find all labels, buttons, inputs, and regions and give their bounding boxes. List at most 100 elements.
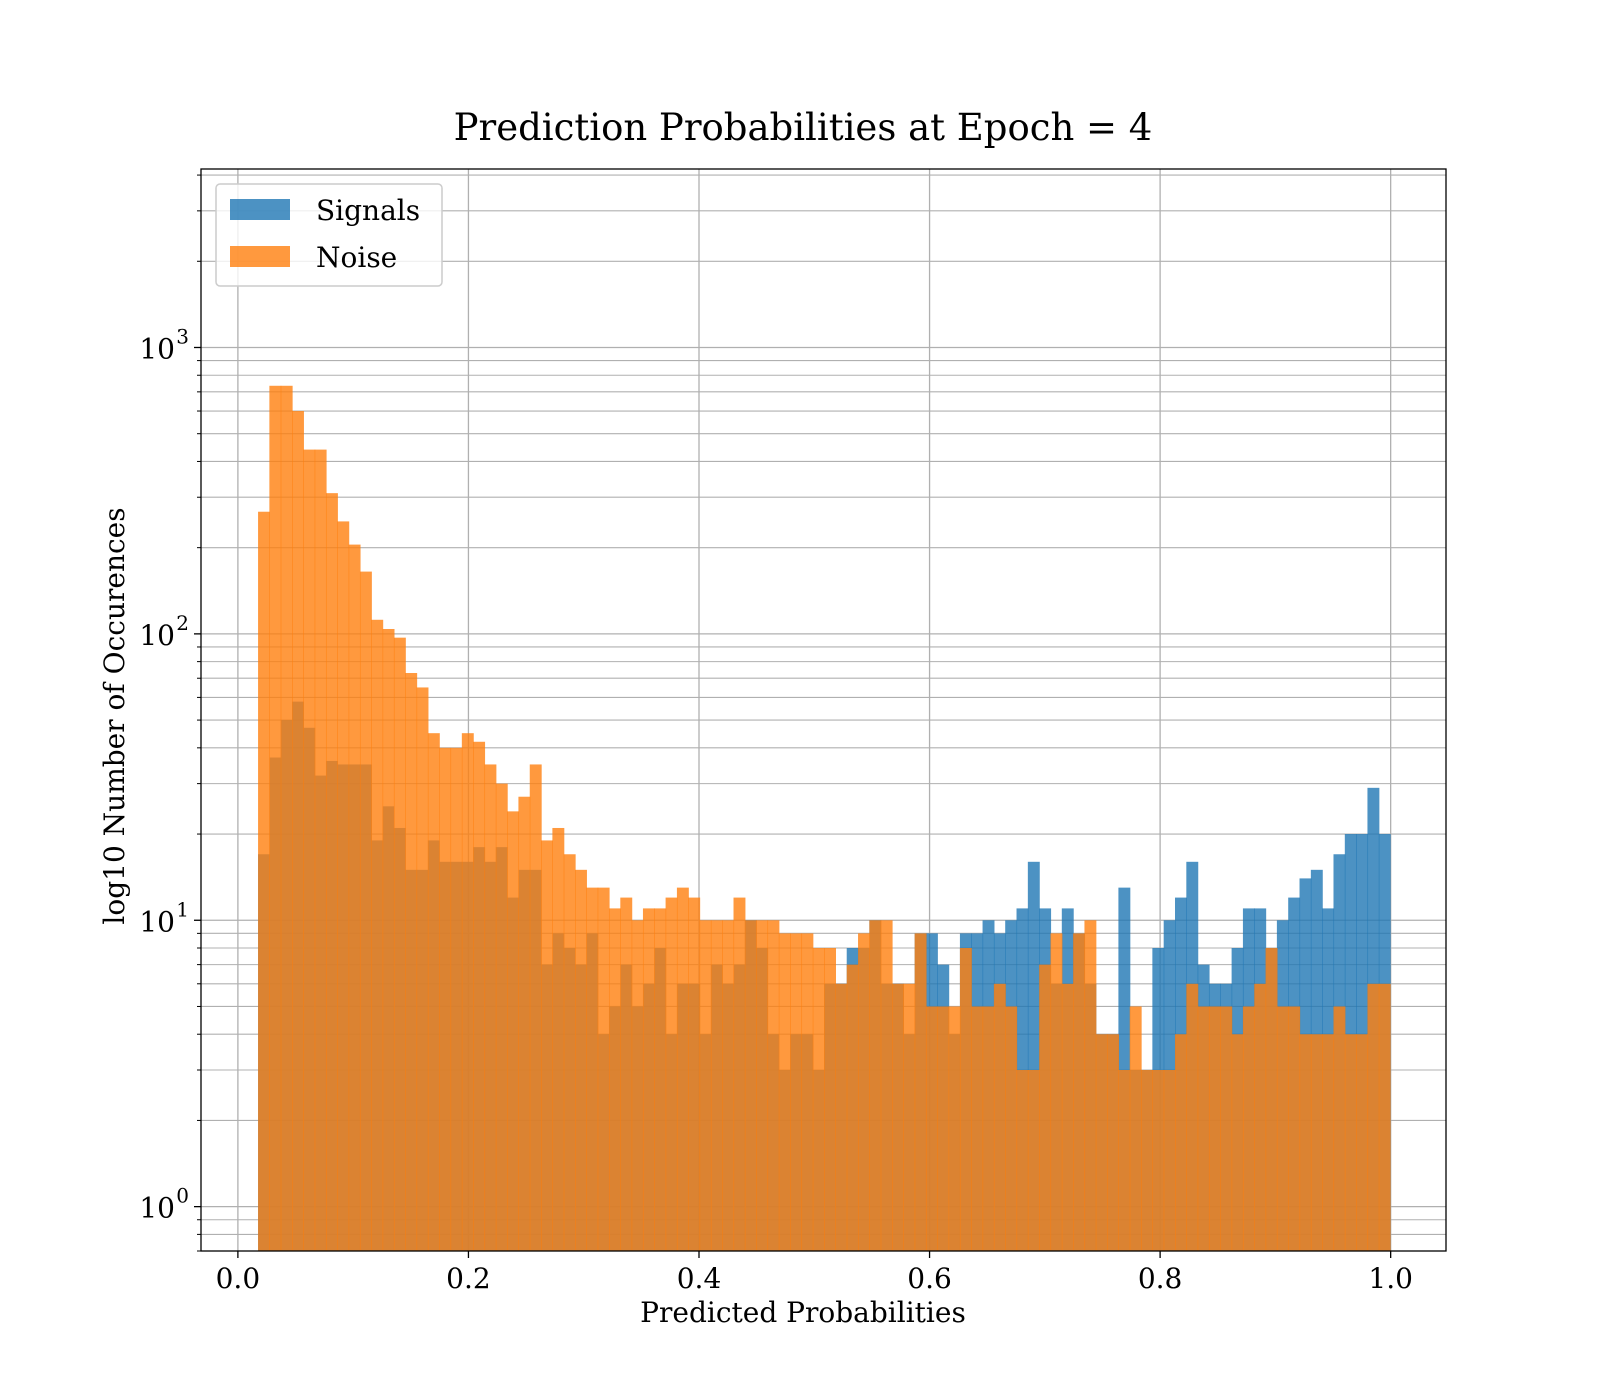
noise-bar xyxy=(756,920,769,1251)
noise-bar xyxy=(835,983,848,1251)
noise-bar xyxy=(541,840,553,1251)
noise-bar xyxy=(959,948,972,1251)
noise-bar xyxy=(1129,1006,1142,1251)
x-tick-label: 0.0 xyxy=(216,1262,261,1295)
noise-bar xyxy=(925,1006,938,1251)
noise-bar xyxy=(812,948,825,1251)
noise-bar xyxy=(914,933,927,1251)
y-tick-exponent: 0 xyxy=(176,1184,189,1208)
noise-bar xyxy=(1254,983,1267,1251)
noise-bar xyxy=(858,933,870,1251)
noise-bar xyxy=(948,1006,961,1251)
legend-swatch-noise xyxy=(230,246,290,267)
noise-bar xyxy=(1299,1034,1312,1251)
noise-bar xyxy=(880,920,893,1251)
noise-bar xyxy=(733,897,746,1251)
y-tick-label: 10 xyxy=(139,1192,175,1225)
y-tick-exponent: 1 xyxy=(176,897,189,921)
noise-bar xyxy=(518,796,531,1251)
noise-bar xyxy=(722,920,735,1251)
noise-bar xyxy=(359,571,372,1251)
noise-bar xyxy=(1141,1069,1153,1251)
x-axis-label: Predicted Probabilities xyxy=(640,1296,966,1329)
noise-bar xyxy=(371,619,384,1251)
noise-bar xyxy=(778,933,791,1251)
noise-bar xyxy=(1039,964,1052,1251)
noise-bar xyxy=(416,687,429,1251)
noise-bar xyxy=(1333,1006,1346,1251)
noise-bar xyxy=(1242,1006,1255,1251)
axes-frame xyxy=(200,168,1447,1252)
noise-bar xyxy=(1118,1069,1131,1251)
signal-bar xyxy=(1118,887,1131,1251)
noise-bar xyxy=(1344,1034,1357,1251)
noise-bar xyxy=(393,637,406,1251)
noise-bar xyxy=(710,920,723,1251)
noise-bar xyxy=(676,887,689,1251)
noise-bar xyxy=(824,948,836,1251)
noise-bar xyxy=(1016,1069,1029,1251)
noise-bar xyxy=(597,887,610,1251)
noise-bar xyxy=(382,628,395,1251)
noise-bar xyxy=(1027,1069,1040,1251)
noise-bar xyxy=(665,897,678,1251)
x-tick-label: 0.6 xyxy=(907,1262,952,1295)
legend-swatch-signals xyxy=(230,199,290,220)
noise-bar xyxy=(507,811,520,1251)
series-noise xyxy=(258,385,1391,1251)
noise-bar xyxy=(1175,1034,1187,1251)
noise-bar xyxy=(1084,920,1097,1251)
noise-bar xyxy=(982,1006,995,1251)
noise-bar xyxy=(314,449,327,1251)
y-tick-label: 10 xyxy=(139,905,175,938)
noise-bar xyxy=(937,1006,950,1251)
signal-bar xyxy=(1027,861,1040,1251)
x-tick-label: 1.0 xyxy=(1368,1262,1413,1295)
noise-bar xyxy=(337,521,350,1251)
noise-bar xyxy=(563,854,576,1251)
noise-bar xyxy=(450,747,463,1251)
noise-bar xyxy=(1073,933,1086,1251)
noise-bar xyxy=(846,964,859,1251)
noise-bar xyxy=(620,897,633,1251)
noise-bar xyxy=(303,449,316,1251)
noise-bar xyxy=(1095,1034,1108,1251)
noise-bar xyxy=(1231,1034,1244,1251)
noise-bar xyxy=(280,385,293,1251)
noise-bar xyxy=(1050,933,1063,1251)
x-tick-label: 0.2 xyxy=(446,1262,491,1295)
noise-bar xyxy=(427,733,440,1251)
noise-bar xyxy=(767,920,780,1251)
noise-bar xyxy=(575,869,587,1251)
noise-bar xyxy=(699,920,712,1251)
noise-bar xyxy=(869,920,882,1251)
noise-bar xyxy=(439,747,452,1251)
noise-bar xyxy=(1356,1034,1369,1251)
noise-bar xyxy=(631,920,644,1251)
noise-bar xyxy=(484,764,497,1251)
y-axis-label: log10 Number of Occurences xyxy=(98,507,131,924)
legend-label-noise: Noise xyxy=(316,241,397,274)
noise-bar xyxy=(971,1006,984,1251)
y-tick-exponent: 3 xyxy=(176,324,189,348)
noise-bar xyxy=(529,764,542,1251)
y-tick-label: 10 xyxy=(139,619,175,652)
noise-bar xyxy=(1005,1006,1018,1251)
noise-bar xyxy=(269,385,282,1251)
noise-bar xyxy=(1367,983,1380,1251)
noise-bar xyxy=(1265,948,1278,1251)
noise-bar xyxy=(744,920,757,1251)
noise-bar xyxy=(790,933,803,1251)
chart-title: Prediction Probabilities at Epoch = 4 xyxy=(454,106,1153,149)
noise-bar xyxy=(348,544,361,1251)
noise-bar xyxy=(1163,1069,1176,1251)
noise-bar xyxy=(1220,1006,1233,1251)
noise-bar xyxy=(292,411,304,1251)
noise-bar xyxy=(993,983,1006,1251)
legend-label-signals: Signals xyxy=(316,194,420,227)
noise-bar xyxy=(461,733,474,1251)
noise-bar xyxy=(1197,1006,1210,1251)
